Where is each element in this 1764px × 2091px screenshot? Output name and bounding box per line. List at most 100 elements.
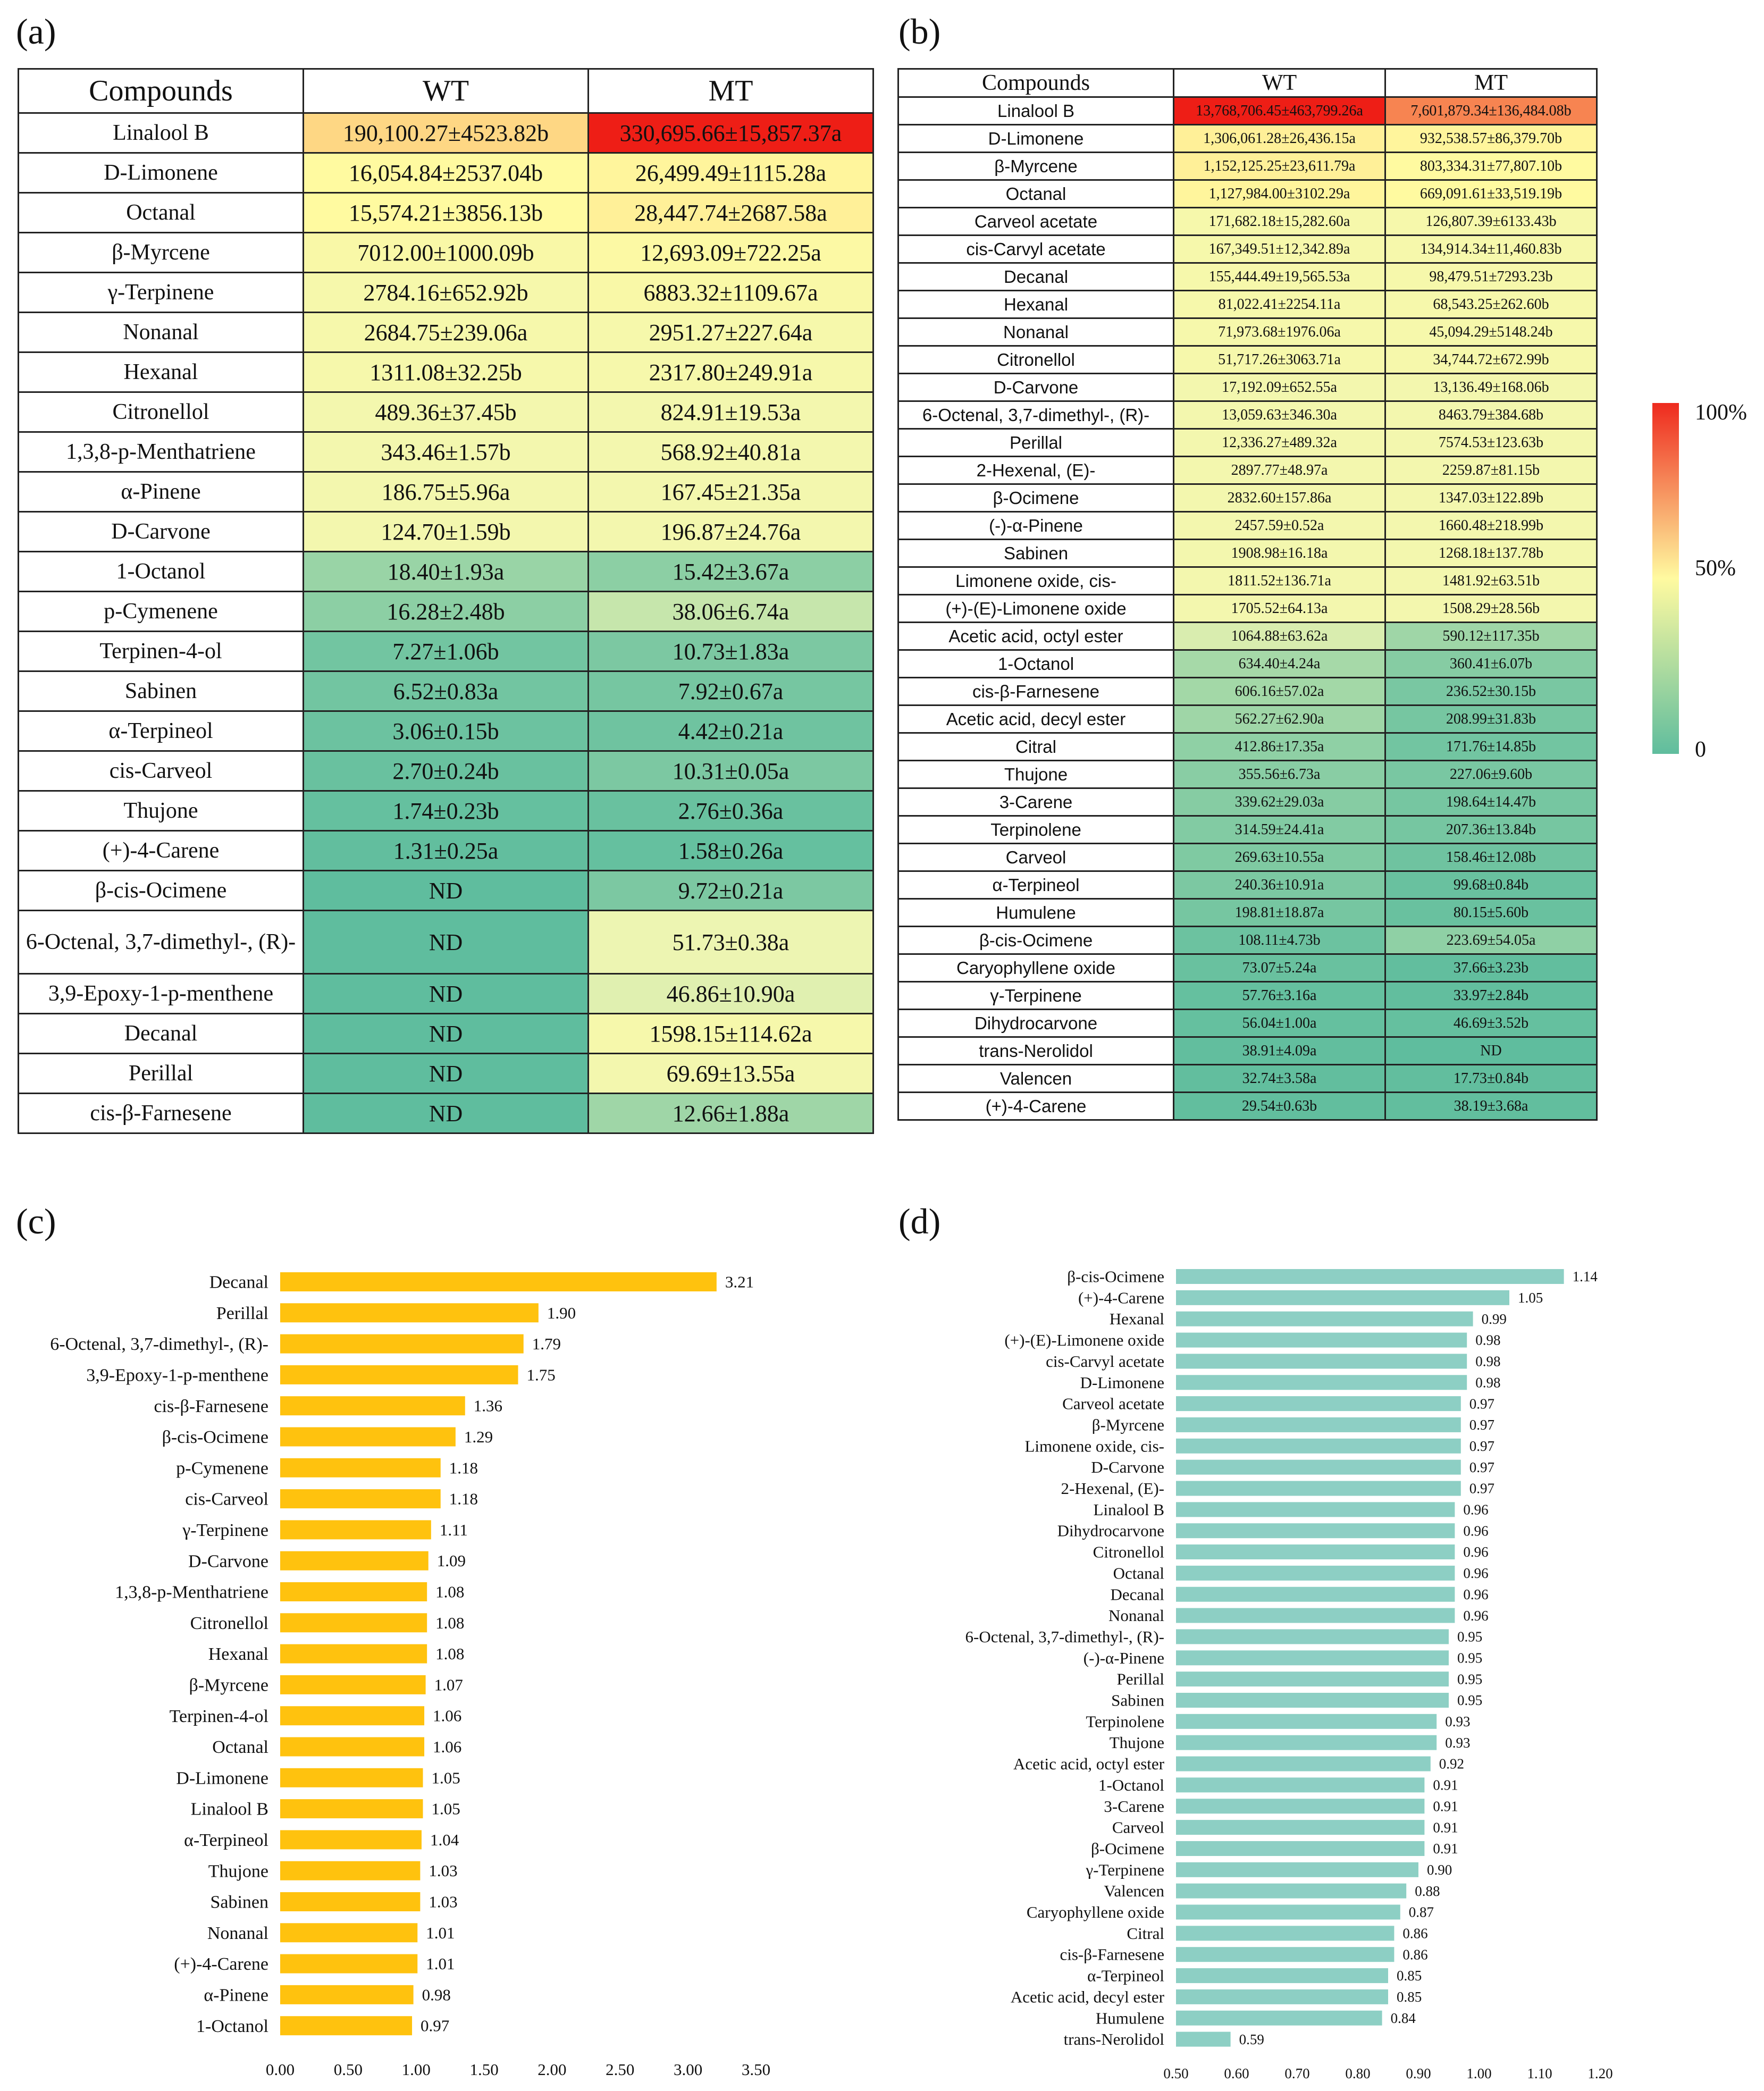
wt-value-cell: 12,336.27±489.32a: [1173, 428, 1386, 457]
compound-name: Citronellol: [18, 391, 304, 433]
wt-value-cell: 355.56±6.73a: [1173, 760, 1386, 789]
compound-name: Acetic acid, octyl ester: [897, 622, 1174, 651]
panel-label-a: (a): [16, 11, 56, 52]
data-label: 0.85: [1397, 1968, 1422, 1984]
bar: [1176, 1565, 1455, 1581]
category-label: cis-Carvyl acetate: [1046, 1352, 1164, 1371]
category-label: D-Carvone: [188, 1551, 268, 1571]
mt-value-cell: 1660.48±218.99b: [1384, 511, 1598, 540]
mt-value-cell: 207.36±13.84b: [1384, 815, 1598, 844]
category-label: Carveol: [1112, 1818, 1164, 1837]
category-label: trans-Nerolidol: [1064, 2030, 1164, 2048]
header-wt: WT: [303, 68, 589, 114]
table-row: Citronellol 51,717.26±3063.71a 34,744.72±6…: [897, 345, 1598, 374]
data-label: 1.01: [426, 1954, 455, 1973]
bar: [1176, 1332, 1467, 1348]
table-row: D-Limonene 16,054.84±2537.04b 26,499.49±11…: [18, 152, 874, 194]
table-a-body: Linalool B 190,100.27±4523.82b 330,695.66±…: [18, 112, 874, 1134]
wt-value-cell: ND: [303, 1013, 589, 1054]
data-label: 1.18: [449, 1458, 478, 1477]
bar: [1176, 1968, 1388, 1984]
category-label: Citronellol: [190, 1614, 268, 1633]
mt-value-cell: 568.92±40.81a: [587, 431, 874, 473]
bar: [1176, 1693, 1449, 1708]
category-label: p-Cymenene: [176, 1458, 268, 1478]
heatmap-table-b: Compounds WT MT Linalool B 13,768,706.45±…: [897, 68, 1598, 1121]
table-row: 2-Hexenal, (E)- 2897.77±48.97a 2259.87±81.…: [897, 456, 1598, 485]
mt-value-cell: 46.69±3.52b: [1384, 1009, 1598, 1038]
category-label: cis-Carveol: [185, 1490, 268, 1509]
compound-name: p-Cymenene: [18, 591, 304, 632]
compound-name: D-Limonene: [897, 124, 1174, 153]
table-row: Acetic acid, octyl ester 1064.88±63.62a 59…: [897, 622, 1598, 651]
category-label: Citronellol: [1093, 1543, 1164, 1561]
table-row: Octanal 1,127,984.00±3102.29a 669,091.61±3…: [897, 179, 1598, 208]
mt-value-cell: 167.45±21.35a: [587, 471, 874, 513]
bar: [280, 2016, 413, 2036]
bar: [1176, 1523, 1455, 1539]
compound-name: Limonene oxide, cis-: [897, 566, 1174, 595]
mt-value-cell: 2951.27±227.64a: [587, 312, 874, 353]
table-row: Sabinen 1908.98±16.18a 1268.18±137.78b: [897, 539, 1598, 568]
mt-value-cell: 10.31±0.05a: [587, 750, 874, 792]
bar: [1176, 1862, 1418, 1877]
bar: [1176, 1629, 1449, 1644]
compound-name: Hexanal: [18, 351, 304, 393]
compound-name: trans-Nerolidol: [897, 1036, 1174, 1065]
bar: [1176, 1417, 1461, 1432]
mt-value-cell: 236.52±30.15b: [1384, 677, 1598, 706]
table-row: Thujone 1.74±0.23b 2.76±0.36a: [18, 790, 874, 832]
wt-value-cell: 1.31±0.25a: [303, 830, 589, 871]
wt-value-cell: 634.40±4.24a: [1173, 649, 1386, 678]
mt-value-cell: 171.76±14.85b: [1384, 732, 1598, 761]
compound-name: 1-Octanol: [18, 551, 304, 592]
wt-value-cell: 16.28±2.48b: [303, 591, 589, 632]
mt-value-cell: 33.97±2.84b: [1384, 981, 1598, 1010]
wt-value-cell: 2897.77±48.97a: [1173, 456, 1386, 485]
category-label: α-Pinene: [204, 1985, 268, 2005]
category-label: cis-β-Farnesene: [1060, 1945, 1164, 1964]
bar: [1176, 1481, 1461, 1496]
wt-value-cell: 6.52±0.83a: [303, 670, 589, 712]
mt-value-cell: 1268.18±137.78b: [1384, 539, 1598, 568]
table-row: (+)-4-Carene 1.31±0.25a 1.58±0.26a: [18, 830, 874, 871]
wt-value-cell: 7012.00±1000.09b: [303, 232, 589, 273]
compound-name: Thujone: [897, 760, 1174, 789]
x-tick-label: 0.80: [1345, 2065, 1370, 2081]
data-label: 0.99: [1482, 1311, 1507, 1327]
table-row: Octanal 15,574.21±3856.13b 28,447.74±2687.…: [18, 192, 874, 233]
x-tick-label: 0.50: [1163, 2065, 1188, 2081]
compound-name: Decanal: [897, 262, 1174, 291]
table-row: Perillal 12,336.27±489.32a 7574.53±123.63b: [897, 428, 1598, 457]
wt-value-cell: 124.70±1.59b: [303, 511, 589, 552]
bar: [280, 1334, 524, 1354]
mt-value-cell: 196.87±24.76a: [587, 511, 874, 552]
compound-name: α-Terpineol: [18, 710, 304, 752]
wt-value-cell: 2.70±0.24b: [303, 750, 589, 792]
mt-value-cell: 1.58±0.26a: [587, 830, 874, 871]
category-label: (-)-α-Pinene: [1083, 1649, 1164, 1667]
category-label: β-Myrcene: [1092, 1415, 1164, 1434]
category-label: D-Carvone: [1091, 1458, 1164, 1476]
bar: [1176, 1396, 1461, 1412]
compound-name: D-Carvone: [897, 373, 1174, 402]
compound-name: Carveol acetate: [897, 207, 1174, 236]
heatmap-table-a: Compounds WT MT Linalool B 190,100.27±452…: [18, 68, 874, 1134]
category-label: Decanal: [209, 1273, 268, 1292]
mt-value-cell: 28,447.74±2687.58a: [587, 192, 874, 233]
category-label: 3,9-Epoxy-1-p-menthene: [86, 1365, 268, 1385]
mt-value-cell: 9.72±0.21a: [587, 870, 874, 911]
category-label: Valencen: [1104, 1882, 1164, 1900]
bar: [280, 1582, 427, 1601]
wt-value-cell: ND: [303, 1093, 589, 1134]
compound-name: Decanal: [18, 1013, 304, 1054]
bar: [280, 1675, 426, 1694]
table-row: β-Myrcene 1,152,125.25±23,611.79a 803,334.…: [897, 152, 1598, 181]
x-tick-label: 0.70: [1284, 2065, 1309, 2081]
mt-value-cell: 330,695.66±15,857.37a: [587, 112, 874, 154]
mt-value-cell: 1481.92±63.51b: [1384, 566, 1598, 595]
compound-name: Nonanal: [18, 312, 304, 353]
bar: [280, 1551, 429, 1571]
mt-value-cell: 669,091.61±33,519.19b: [1384, 179, 1598, 208]
wt-value-cell: 339.62±29.03a: [1173, 787, 1386, 817]
